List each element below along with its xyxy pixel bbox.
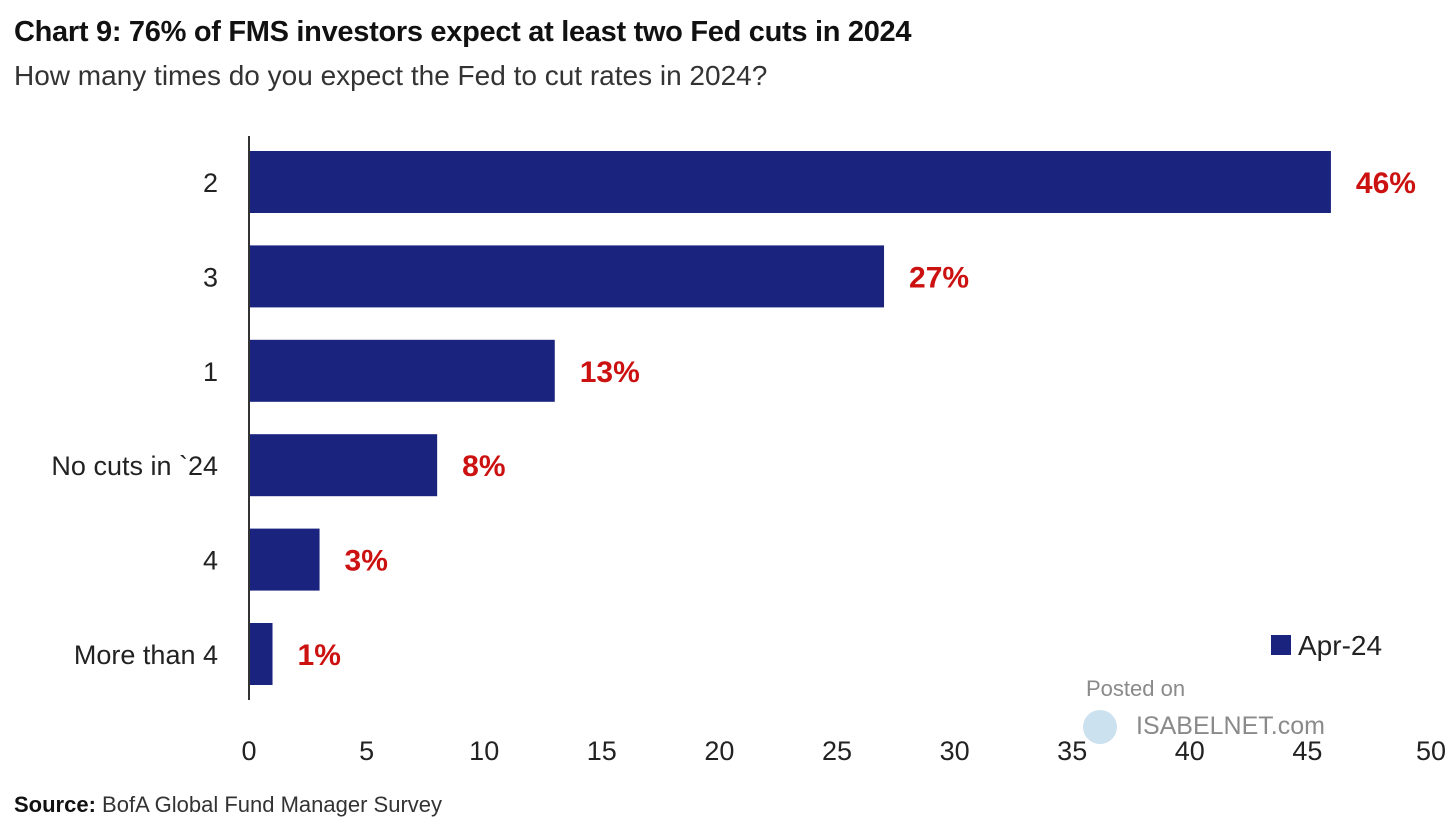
x-tick-label: 50 bbox=[1416, 736, 1446, 766]
x-tick-label: 45 bbox=[1292, 736, 1322, 766]
legend-label: Apr-24 bbox=[1298, 630, 1382, 661]
watermark: Posted on ISABELNET.com bbox=[1083, 676, 1325, 744]
source-text: BofA Global Fund Manager Survey bbox=[102, 792, 443, 817]
x-tick-label: 10 bbox=[469, 736, 499, 766]
data-label: 27% bbox=[909, 261, 969, 294]
x-tick-label: 25 bbox=[822, 736, 852, 766]
bar bbox=[249, 339, 555, 402]
category-label: More than 4 bbox=[74, 640, 218, 670]
data-label: 1% bbox=[298, 639, 341, 672]
category-label: No cuts in `24 bbox=[51, 451, 218, 481]
x-tick-label: 0 bbox=[241, 736, 256, 766]
watermark-posted-on: Posted on bbox=[1086, 676, 1185, 701]
x-tick-label: 5 bbox=[359, 736, 374, 766]
category-label: 2 bbox=[203, 168, 218, 198]
data-label: 46% bbox=[1356, 167, 1416, 200]
legend-swatch bbox=[1271, 635, 1291, 655]
bar bbox=[249, 245, 885, 308]
bar bbox=[249, 151, 1331, 213]
x-tick-label: 30 bbox=[940, 736, 970, 766]
category-labels: 2 3 1 No cuts in `24 4 More than 4 bbox=[51, 168, 218, 670]
source-note: Source: BofA Global Fund Manager Survey bbox=[14, 792, 442, 818]
x-tick-label: 20 bbox=[704, 736, 734, 766]
category-label: 1 bbox=[203, 357, 218, 387]
bar bbox=[249, 434, 438, 497]
data-label: 13% bbox=[580, 356, 640, 389]
legend: Apr-24 bbox=[1271, 630, 1382, 661]
x-tick-label: 40 bbox=[1175, 736, 1205, 766]
globe-icon bbox=[1083, 710, 1117, 744]
bar-chart: 2 3 1 No cuts in `24 4 More than 4 46% 27% 13% 8… bbox=[51, 136, 1446, 766]
bar bbox=[249, 528, 320, 591]
chart-subtitle: How many times do you expect the Fed to … bbox=[14, 60, 768, 91]
category-label: 3 bbox=[203, 262, 218, 292]
value-labels: 46% 27% 13% 8% 3% 1% bbox=[298, 167, 1416, 672]
data-label: 8% bbox=[462, 450, 505, 483]
source-label: Source: bbox=[14, 792, 96, 817]
x-tick-label: 35 bbox=[1057, 736, 1087, 766]
x-tick-labels: 0 5 10 15 20 25 30 35 40 45 50 bbox=[241, 736, 1446, 766]
category-label: 4 bbox=[203, 546, 218, 576]
bar bbox=[249, 623, 273, 685]
data-label: 3% bbox=[345, 545, 388, 578]
watermark-site: ISABELNET.com bbox=[1136, 712, 1325, 740]
x-tick-label: 15 bbox=[587, 736, 617, 766]
chart-title: Chart 9: 76% of FMS investors expect at … bbox=[14, 16, 912, 48]
bars-group bbox=[249, 151, 1331, 685]
